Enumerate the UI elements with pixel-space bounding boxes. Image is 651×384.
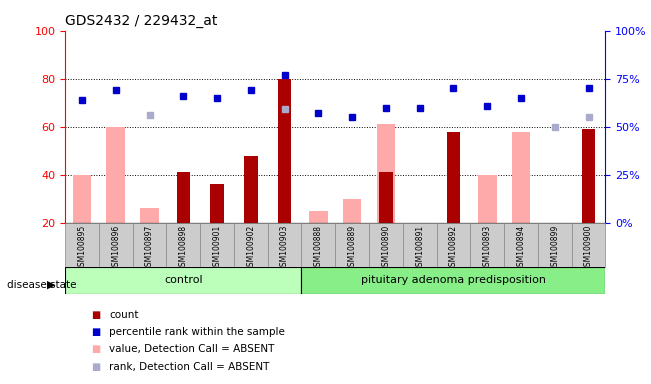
- Bar: [379, 172, 393, 223]
- Bar: [278, 79, 292, 223]
- Text: GSM100900: GSM100900: [584, 225, 593, 271]
- FancyBboxPatch shape: [470, 223, 504, 267]
- FancyBboxPatch shape: [99, 223, 133, 267]
- Bar: [140, 208, 159, 223]
- Text: GSM100901: GSM100901: [213, 225, 221, 271]
- FancyBboxPatch shape: [572, 223, 605, 267]
- Text: GSM100898: GSM100898: [179, 225, 187, 271]
- FancyBboxPatch shape: [437, 223, 470, 267]
- Text: count: count: [109, 310, 139, 320]
- FancyBboxPatch shape: [133, 223, 167, 267]
- FancyBboxPatch shape: [65, 223, 99, 267]
- FancyBboxPatch shape: [369, 223, 403, 267]
- Bar: [478, 175, 497, 223]
- Bar: [210, 184, 224, 223]
- Text: GSM100894: GSM100894: [516, 225, 525, 271]
- Bar: [447, 131, 460, 223]
- Text: GSM100889: GSM100889: [348, 225, 357, 271]
- Text: GDS2432 / 229432_at: GDS2432 / 229432_at: [65, 14, 217, 28]
- FancyBboxPatch shape: [301, 223, 335, 267]
- Text: GSM100896: GSM100896: [111, 225, 120, 271]
- Text: GSM100893: GSM100893: [483, 225, 492, 271]
- Text: GSM100902: GSM100902: [246, 225, 255, 271]
- Bar: [582, 129, 595, 223]
- Text: percentile rank within the sample: percentile rank within the sample: [109, 327, 285, 337]
- Text: GSM100895: GSM100895: [77, 225, 87, 271]
- FancyBboxPatch shape: [65, 267, 301, 294]
- Bar: [73, 175, 91, 223]
- FancyBboxPatch shape: [538, 223, 572, 267]
- Bar: [244, 156, 258, 223]
- Text: control: control: [164, 275, 202, 285]
- Text: ▶: ▶: [47, 280, 55, 290]
- Text: ■: ■: [91, 362, 100, 372]
- Text: rank, Detection Call = ABSENT: rank, Detection Call = ABSENT: [109, 362, 270, 372]
- Bar: [377, 124, 395, 223]
- Bar: [343, 199, 361, 223]
- Text: GSM100888: GSM100888: [314, 225, 323, 271]
- Text: GSM100899: GSM100899: [550, 225, 559, 271]
- Bar: [512, 131, 531, 223]
- Text: disease state: disease state: [7, 280, 76, 290]
- Text: GSM100890: GSM100890: [381, 225, 391, 271]
- Bar: [176, 172, 190, 223]
- Text: ■: ■: [91, 344, 100, 354]
- Text: GSM100903: GSM100903: [280, 225, 289, 271]
- FancyBboxPatch shape: [403, 223, 437, 267]
- FancyBboxPatch shape: [167, 223, 201, 267]
- Text: GSM100891: GSM100891: [415, 225, 424, 271]
- FancyBboxPatch shape: [234, 223, 268, 267]
- Text: GSM100897: GSM100897: [145, 225, 154, 271]
- FancyBboxPatch shape: [268, 223, 301, 267]
- FancyBboxPatch shape: [504, 223, 538, 267]
- Bar: [107, 127, 125, 223]
- FancyBboxPatch shape: [201, 223, 234, 267]
- Text: ■: ■: [91, 327, 100, 337]
- Text: GSM100892: GSM100892: [449, 225, 458, 271]
- Text: ■: ■: [91, 310, 100, 320]
- FancyBboxPatch shape: [301, 267, 605, 294]
- Text: pituitary adenoma predisposition: pituitary adenoma predisposition: [361, 275, 546, 285]
- Text: value, Detection Call = ABSENT: value, Detection Call = ABSENT: [109, 344, 275, 354]
- Bar: [309, 211, 327, 223]
- FancyBboxPatch shape: [335, 223, 369, 267]
